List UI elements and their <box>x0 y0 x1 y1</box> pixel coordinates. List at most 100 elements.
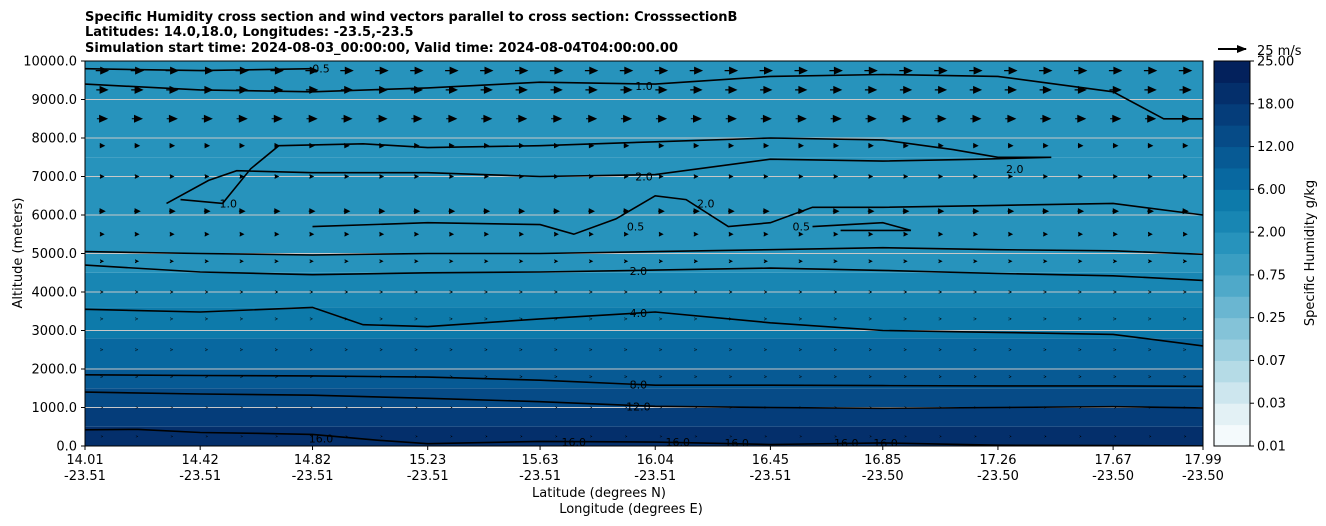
contour-label: 2.0 <box>635 171 653 184</box>
wind-arrow <box>1039 85 1052 94</box>
wind-arrow <box>100 375 104 379</box>
wind-arrow <box>519 290 523 294</box>
wind-arrow <box>131 85 144 94</box>
wind-arrow <box>518 142 525 149</box>
colorbar-tick-label: 0.75 <box>1257 268 1286 283</box>
wind-arrow <box>135 317 139 321</box>
wind-arrow <box>584 66 599 75</box>
humidity-band <box>85 426 1203 446</box>
colorbar-tick-label: 2.00 <box>1257 226 1286 241</box>
wind-arrow <box>620 85 633 94</box>
contour-label: 16.0 <box>562 436 587 449</box>
wind-arrow <box>1078 348 1082 352</box>
wind-arrow <box>414 290 418 294</box>
wind-arrow <box>204 259 209 264</box>
wind-arrow <box>588 208 595 215</box>
wind-arrow <box>380 406 383 409</box>
y-tick-label: 7000.0 <box>32 170 78 185</box>
wind-arrow <box>446 114 458 123</box>
humidity-band <box>85 388 1203 408</box>
wind-arrow <box>864 66 878 75</box>
wind-arrow <box>305 66 319 75</box>
wind-arrow <box>240 435 243 438</box>
wind-arrow <box>553 142 560 149</box>
wind-arrow <box>480 85 493 94</box>
wind-arrow <box>274 290 279 294</box>
wind-arrow <box>1078 259 1083 264</box>
wind-arrow <box>1043 231 1048 237</box>
wind-arrow <box>1110 114 1122 123</box>
wind-arrow <box>449 231 455 237</box>
wind-arrow <box>274 231 280 237</box>
wind-arrow <box>974 375 977 379</box>
wind-arrow <box>868 317 872 321</box>
wind-arrow <box>484 348 488 352</box>
y-axis: 0.0 1000.0 2000.0 3000.0 4000.0 5000.0 6000.0 7… <box>23 55 85 455</box>
wind-arrow <box>99 142 106 149</box>
wind-arrow <box>655 114 668 123</box>
wind-arrow <box>414 348 418 352</box>
wind-arrow <box>1112 208 1119 215</box>
wind-arrow <box>170 375 174 379</box>
wind-arrow <box>484 375 488 379</box>
wind-arrow <box>414 259 419 264</box>
wind-arrow <box>833 231 839 237</box>
wind-arrow <box>1183 259 1188 264</box>
wind-arrow <box>832 208 840 215</box>
contour-line <box>312 194 1203 236</box>
wind-arrow <box>309 142 315 149</box>
humidity-band <box>85 407 1203 427</box>
y-tick-label: 8000.0 <box>32 132 78 147</box>
wind-arrow <box>1182 142 1189 149</box>
wind-arrow <box>869 375 872 379</box>
wind-arrow <box>170 435 174 438</box>
wind-arrow <box>1114 435 1117 438</box>
wind-arrow <box>379 348 383 352</box>
colorbar-segment <box>1214 339 1250 361</box>
contour-line <box>85 73 1203 120</box>
wind-arrow <box>170 317 174 321</box>
wind-arrow <box>585 85 598 94</box>
wind-arrow <box>239 231 245 237</box>
wind-arrow <box>1183 290 1187 294</box>
wind-arrow <box>1147 208 1154 215</box>
wind-arrow <box>899 66 913 75</box>
wind-arrow <box>204 174 210 179</box>
wind-arrow <box>795 85 808 94</box>
wind-arrow <box>169 174 175 179</box>
x-tick-label-lat: 16.45 <box>752 453 789 468</box>
wind-arrow <box>1007 208 1015 215</box>
contour-line <box>812 221 912 232</box>
wind-arrow <box>938 142 944 149</box>
wind-arrow <box>480 66 494 75</box>
wind-arrow <box>1008 317 1012 321</box>
wind-arrow <box>729 435 733 438</box>
y-tick-label: 3000.0 <box>32 324 78 339</box>
colorbar-segment <box>1214 274 1250 297</box>
wind-arrow <box>309 317 313 321</box>
wind-arrow <box>519 348 523 352</box>
wind-arrow <box>449 259 454 264</box>
wind-arrow <box>135 435 139 438</box>
wind-arrow <box>379 174 385 179</box>
wind-arrow <box>516 114 528 123</box>
wind-arrow <box>799 348 802 352</box>
wind-arrow <box>729 406 733 409</box>
wind-arrow <box>1079 406 1082 409</box>
wind-arrow <box>1043 290 1047 294</box>
wind-arrow <box>938 348 942 352</box>
wind-arrow <box>694 375 698 379</box>
wind-arrow <box>589 259 594 264</box>
colorbar-tick-label: 6.00 <box>1257 183 1286 198</box>
wind-arrow <box>794 66 808 75</box>
wind-arrow <box>973 259 978 264</box>
wind-arrow <box>694 317 698 321</box>
wind-arrow <box>760 85 773 94</box>
wind-arrow <box>728 231 734 237</box>
wind-arrow <box>1004 85 1017 94</box>
wind-arrow <box>1143 66 1158 75</box>
x-tick-label-lat: 16.04 <box>637 453 674 468</box>
wind-arrow <box>166 85 179 94</box>
wind-arrow <box>659 348 663 352</box>
